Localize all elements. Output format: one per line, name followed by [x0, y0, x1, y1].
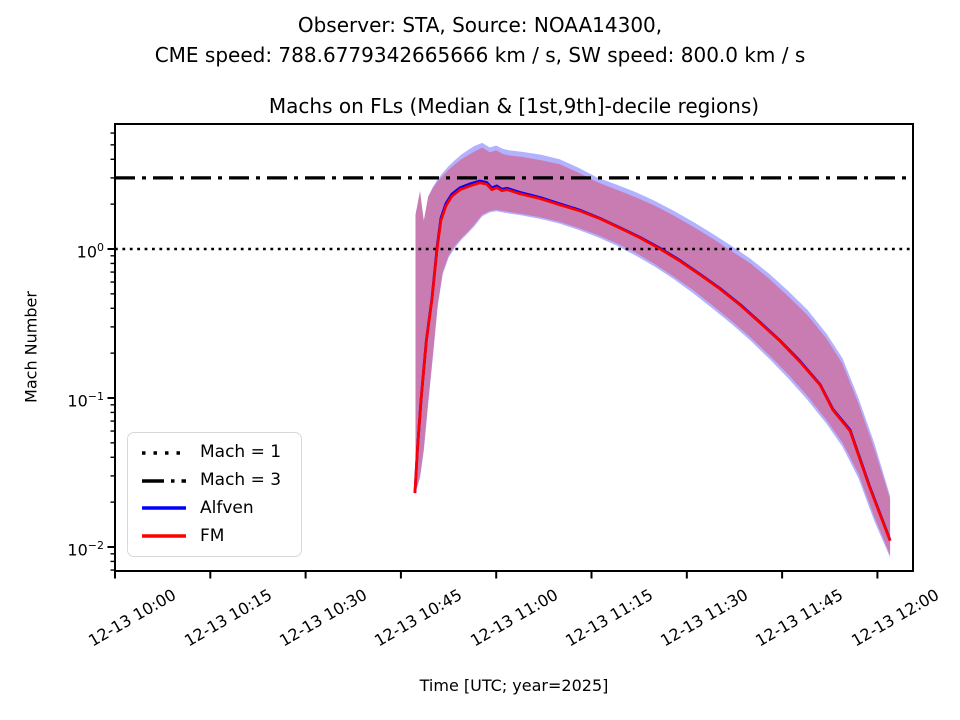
suptitle-line-1: Observer: STA, Source: NOAA14300,	[297, 13, 663, 37]
legend-label: Alfven	[200, 497, 254, 518]
legend-item-mach-1: Mach = 1	[128, 443, 301, 462]
legend-label: Mach = 3	[200, 470, 282, 491]
suptitle-line-2: CME speed: 788.6779342665666 km / s, SW …	[154, 43, 806, 67]
legend-solid-line-icon	[142, 534, 186, 538]
axes-spines	[114, 123, 914, 572]
legend-item-alfven: Alfven	[128, 497, 301, 518]
band-fm-1st-9th-decile	[415, 147, 891, 556]
legend-dashdot-line-icon	[142, 478, 186, 483]
legend-dotted-line-icon	[142, 451, 186, 455]
legend-solid-line-icon	[142, 506, 186, 511]
y-tick-label: 100	[76, 240, 104, 262]
y-axis-label: Mach Number	[21, 291, 41, 403]
band-alfven-1st-9th-decile	[415, 142, 891, 558]
legend-item-fm: FM	[128, 525, 301, 546]
legend-label: FM	[200, 525, 225, 546]
y-tick-label: 10−1	[67, 389, 104, 411]
y-tick-label: 10−2	[67, 538, 104, 560]
legend: Mach = 1 Mach = 3 Alfven FM	[127, 432, 302, 557]
legend-item-mach-3: Mach = 3	[128, 471, 301, 490]
axes-title: Machs on FLs (Median & [1st,9th]-decile …	[268, 94, 760, 118]
median-line-fm	[413, 181, 892, 542]
x-axis-label: Time [UTC; year=2025]	[419, 676, 609, 695]
legend-label: Mach = 1	[200, 442, 282, 463]
